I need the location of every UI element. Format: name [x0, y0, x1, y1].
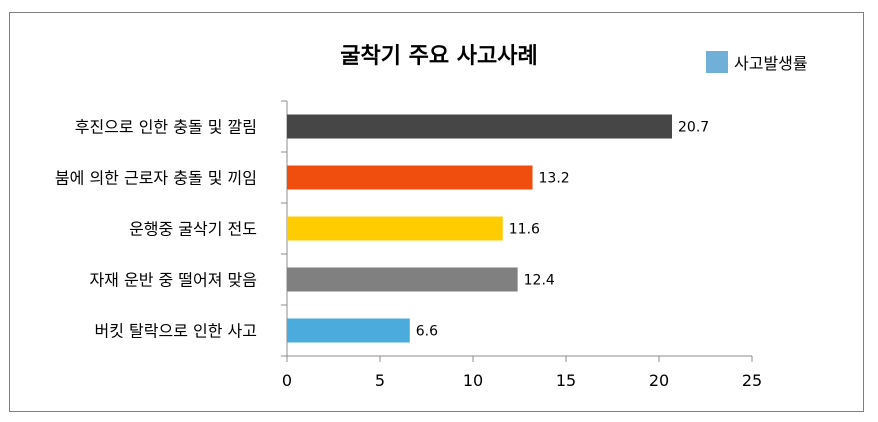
data-label: 20.7	[678, 120, 709, 136]
chart-title: 굴착기 주요 사고사례	[340, 44, 538, 69]
bar	[287, 114, 673, 139]
bar	[287, 267, 518, 292]
bar	[287, 216, 503, 241]
x-tick-label: 20	[649, 371, 669, 390]
chart-legend: 사고발생률	[706, 50, 808, 74]
category-label: 후진으로 인한 충돌 및 깔림	[75, 118, 257, 137]
data-label: 13.2	[539, 171, 570, 187]
category-label: 운행중 굴삭기 전도	[129, 220, 257, 239]
x-tick-label: 0	[282, 371, 292, 390]
data-label: 11.6	[509, 222, 540, 238]
bar	[287, 318, 410, 343]
x-tick-label: 10	[463, 371, 483, 390]
x-tick-label: 15	[556, 371, 576, 390]
x-tick-label: 25	[742, 371, 762, 390]
x-tick-label: 5	[375, 371, 385, 390]
category-label: 버킷 탈락으로 인한 사고	[95, 322, 257, 341]
data-label: 6.6	[416, 324, 438, 340]
chart-frame	[9, 12, 864, 412]
legend-label: 사고발생률	[734, 54, 808, 73]
category-label: 붐에 의한 근로자 충돌 및 끼임	[55, 169, 257, 188]
legend-swatch	[706, 51, 728, 73]
bar	[287, 165, 533, 190]
category-label: 자재 운반 중 떨어져 맞음	[89, 271, 257, 290]
data-label: 12.4	[524, 273, 555, 289]
